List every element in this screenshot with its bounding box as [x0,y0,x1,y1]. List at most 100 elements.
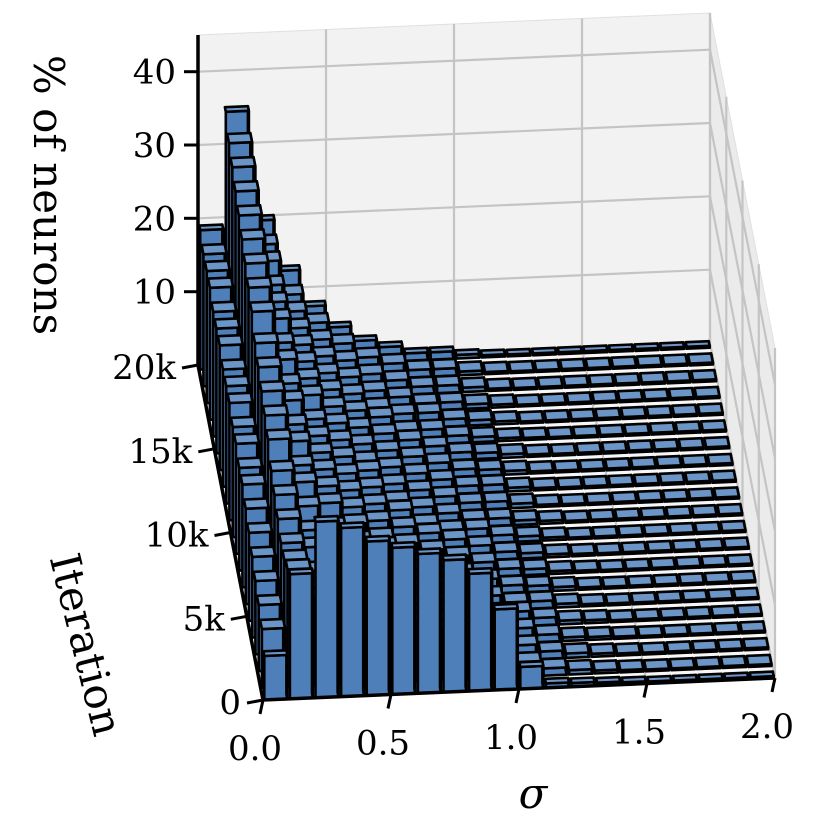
bar-top-face [610,625,639,639]
bar-side-face [387,534,392,696]
bar-front-face [493,607,520,692]
bar [696,537,725,553]
bar-top-face [415,521,443,535]
bar [524,574,552,594]
bar-top-face [360,379,388,393]
bar-top-face [200,242,228,256]
bar [670,403,699,419]
bar-top-face [658,471,686,485]
bar-top-face [389,515,418,529]
bar-top-face [395,428,424,442]
bar-top-face [622,422,651,436]
bar [716,637,744,653]
bar-top-face [268,459,296,473]
bar [574,441,603,457]
bar-top-face [619,405,648,419]
bar-top-face [511,508,539,522]
bar-top-face [689,368,718,382]
bar [699,419,728,434]
bar [712,486,741,501]
bar-top-face [578,458,606,471]
bar [655,589,683,605]
bar-top-face [594,675,622,685]
bar-top-face [466,566,494,576]
bar [533,358,561,374]
bar-top-face [600,440,629,454]
bar-top-face [414,401,443,415]
bar [287,567,315,701]
bar-top-face [533,623,562,637]
bar [684,339,711,351]
bar [338,521,366,698]
bar-top-face [584,491,613,505]
bar-top-face [472,441,501,455]
bar-top-face [421,435,449,448]
bar-top-face [581,474,609,488]
bar [603,456,632,472]
bar [639,641,668,656]
bar [610,490,638,506]
bar-top-face [507,359,536,373]
bar-top-face [433,374,462,388]
bar-top-face [690,503,718,517]
bar [693,520,722,536]
bar [693,385,721,401]
bar-top-face [443,424,472,438]
y-tick-label: 20k [112,348,176,388]
bar [543,542,571,559]
bar-top-face [428,345,455,354]
bar-top-face [463,517,491,531]
bar [507,359,536,375]
bar [668,656,696,672]
bar-top-face [639,506,667,519]
bar-top-face [697,672,724,681]
bar [667,521,696,537]
bar [585,625,613,642]
bar-top-face [492,602,520,611]
bar [443,424,472,445]
bar [495,557,523,578]
bar-top-face [648,421,677,435]
bar [709,469,737,485]
bar [648,556,677,572]
bar-top-face [446,441,475,455]
bar-top-face [485,507,514,521]
bar-side-face [336,514,340,699]
bar [693,655,722,671]
bar [661,488,690,503]
bar [536,509,565,526]
bar [732,586,760,602]
bar [562,509,590,525]
bar-top-face [638,370,667,384]
bar-top-face [520,426,549,440]
grid-z-back [197,48,711,73]
bar [492,602,520,692]
bar [636,624,664,640]
bar-top-face [696,402,724,416]
bar-top-face [258,379,286,393]
bar-top-face [338,521,366,530]
bar-top-face [703,570,731,584]
bar-top-face [590,389,619,403]
bar-top-face [745,653,773,667]
bar-side-face [438,547,443,694]
bar-top-face [677,571,706,585]
bar [604,592,632,607]
bar-top-face [661,488,690,502]
bar-top-face [238,228,267,241]
bar-top-face [668,656,696,670]
bar-top-face [456,491,485,505]
bar-top-face [561,374,590,388]
bar [475,458,504,478]
bar [530,476,558,492]
bar-top-face [716,637,744,651]
bar [498,574,527,595]
bar-top-face [559,492,587,506]
bar [433,374,462,395]
bar-side-face [361,521,366,698]
bar [639,506,667,521]
bar [313,514,340,700]
bar-top-face [642,522,670,536]
bar [591,525,619,540]
